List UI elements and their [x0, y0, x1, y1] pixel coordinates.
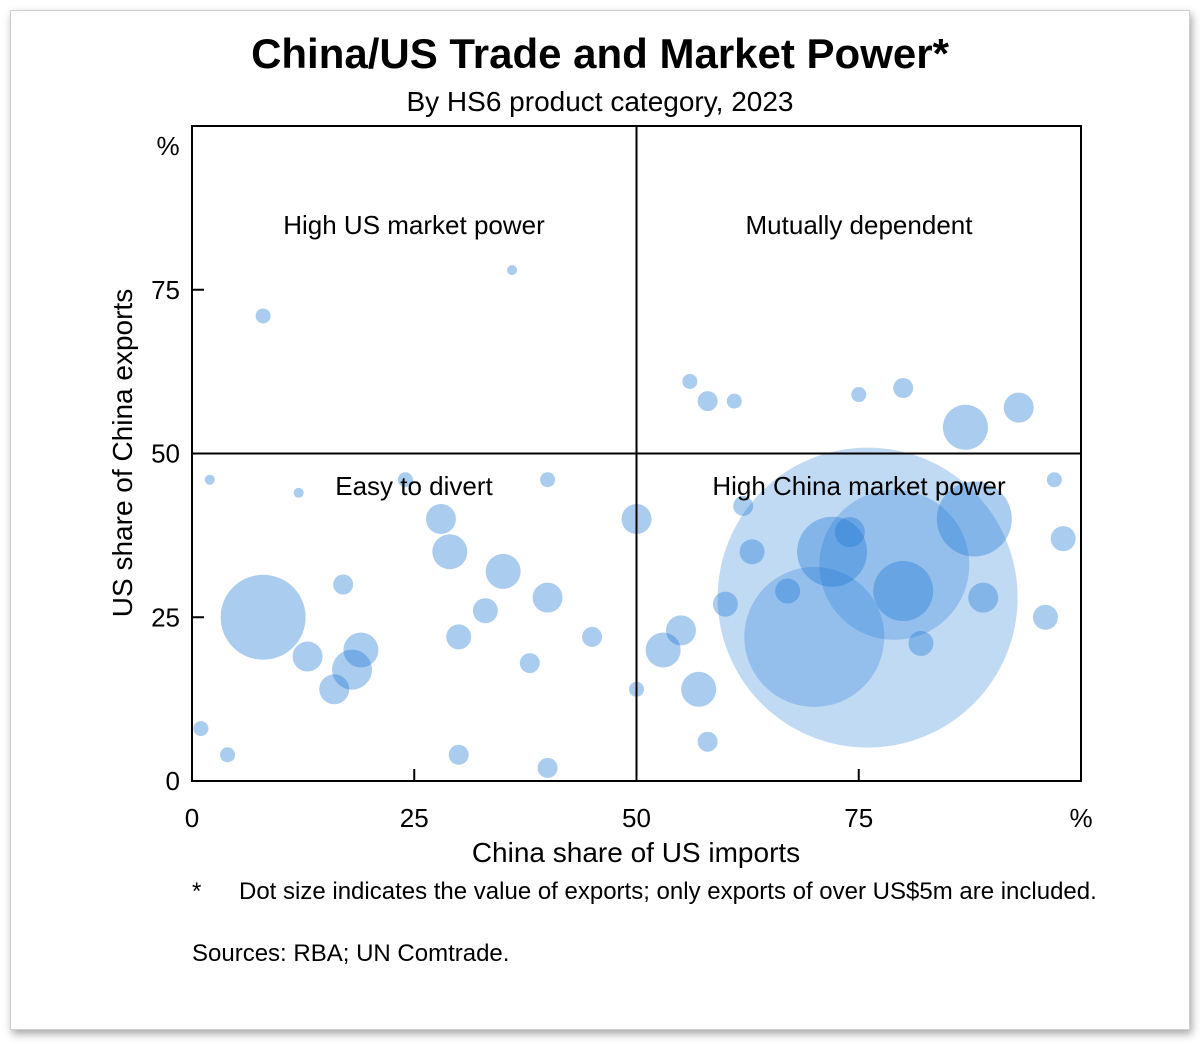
data-point — [1003, 392, 1034, 423]
data-point — [582, 626, 603, 647]
data-point — [204, 474, 215, 485]
data-point — [193, 721, 209, 737]
footnote-marker: * — [192, 878, 202, 905]
x-tick-label: 75 — [844, 803, 873, 833]
data-point — [873, 561, 934, 622]
data-point — [1050, 526, 1076, 552]
data-point — [472, 598, 498, 624]
data-point — [682, 373, 698, 389]
data-point — [425, 504, 456, 534]
x-unit-label: % — [1069, 803, 1092, 833]
quadrant-label-top-left: High US market power — [283, 210, 545, 240]
y-unit-label: % — [156, 131, 179, 161]
data-point — [220, 574, 306, 660]
data-point — [908, 630, 934, 656]
data-point — [851, 387, 867, 403]
y-axis-ticks: 0 25 50 75 — [151, 275, 204, 796]
y-axis-label: US share of China exports — [107, 289, 138, 617]
chart-subtitle: By HS6 product category, 2023 — [406, 86, 794, 117]
data-point — [532, 582, 563, 613]
footnote-text: Dot size indicates the value of exports;… — [239, 878, 1097, 905]
data-points — [193, 265, 1076, 778]
x-tick-label: 25 — [400, 803, 429, 833]
quadrant-label-bottom-left: Easy to divert — [335, 471, 493, 501]
data-point — [717, 447, 1018, 748]
data-point — [448, 744, 469, 765]
data-point — [1032, 604, 1058, 630]
data-point — [726, 393, 742, 409]
data-point — [665, 615, 696, 646]
data-point — [697, 391, 718, 412]
x-tick-label: 50 — [622, 803, 651, 833]
data-point — [485, 553, 521, 589]
data-point — [893, 378, 914, 398]
y-tick-label: 50 — [151, 439, 180, 469]
data-point — [397, 472, 413, 488]
data-point — [645, 632, 681, 668]
chart-frame — [10, 10, 1190, 1030]
data-point — [293, 487, 304, 498]
x-tick-label: 0 — [185, 803, 199, 833]
data-point — [1046, 472, 1062, 488]
data-point — [292, 641, 323, 672]
data-point — [540, 472, 556, 488]
quadrant-label-top-right: Mutually dependent — [746, 210, 974, 240]
data-point — [220, 747, 236, 763]
data-point — [537, 757, 558, 778]
data-point — [775, 578, 801, 604]
data-point — [733, 495, 754, 516]
data-point — [446, 624, 472, 650]
y-tick-label: 0 — [166, 766, 180, 796]
y-tick-label: 25 — [151, 602, 180, 632]
data-point — [332, 649, 373, 690]
data-point — [255, 308, 271, 324]
y-tick-label: 75 — [151, 275, 180, 305]
data-point — [834, 517, 865, 548]
data-point — [319, 674, 350, 705]
x-axis-ticks: 0 25 50 75 — [185, 769, 873, 833]
data-point — [712, 591, 738, 617]
data-point — [432, 534, 468, 570]
data-point — [819, 489, 970, 640]
data-point — [343, 632, 379, 668]
data-point — [333, 574, 354, 595]
data-point — [697, 731, 718, 752]
data-point — [519, 653, 540, 674]
data-point — [507, 265, 518, 276]
data-point — [942, 404, 988, 450]
data-point — [681, 671, 717, 707]
quadrant-label-bottom-right: High China market power — [712, 471, 1006, 501]
data-point — [744, 566, 885, 707]
data-point — [797, 516, 868, 587]
chart-title: China/US Trade and Market Power* — [251, 30, 949, 77]
sources-note: Sources: RBA; UN Comtrade. — [192, 940, 510, 967]
data-point — [936, 481, 1012, 557]
data-point — [968, 582, 999, 613]
data-point — [739, 539, 765, 565]
x-axis-label: China share of US imports — [472, 837, 800, 868]
